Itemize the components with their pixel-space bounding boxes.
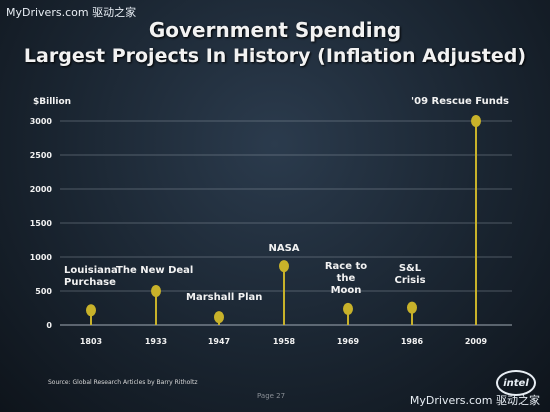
page-number: Page 27 <box>257 392 286 400</box>
data-label-1933: The New Deal <box>116 265 193 276</box>
x-tick-label-1803: 1803 <box>80 337 102 346</box>
data-label-line: Louisiana <box>64 265 118 276</box>
x-tick-label-1933: 1933 <box>145 337 167 346</box>
watermark-top: MyDrivers.com 驱动之家 <box>6 6 137 19</box>
y-tick-label-0: 0 <box>46 321 52 330</box>
data-point-2009 <box>471 115 481 127</box>
data-label-1958: NASA <box>268 243 299 254</box>
data-label-1986: S&L Crisis <box>394 263 425 286</box>
data-point-1958 <box>279 260 289 273</box>
data-label-line: Race to <box>325 261 367 272</box>
data-point-1947 <box>214 311 224 324</box>
x-tick-label-1969: 1969 <box>337 337 360 346</box>
y-axis-label: $Billion <box>33 97 71 107</box>
data-label-line: '09 Rescue Funds <box>411 96 509 107</box>
data-label-line: the <box>337 273 356 284</box>
watermark-bottom: MyDrivers.com 驱动之家 <box>409 394 540 407</box>
x-tick-label-2009: 2009 <box>465 337 488 346</box>
data-label-line: S&L <box>399 263 422 274</box>
data-label-line: Marshall Plan <box>186 292 262 303</box>
data-point-1803 <box>86 304 96 317</box>
y-tick-label-500: 500 <box>35 287 52 296</box>
data-label-1969: Race to the Moon <box>325 261 367 296</box>
data-label-line: Purchase <box>64 277 116 288</box>
data-point-1933 <box>151 285 161 297</box>
data-label-line: Moon <box>331 285 362 296</box>
data-label-2009: '09 Rescue Funds <box>411 96 509 107</box>
data-label-line: NASA <box>268 243 299 254</box>
data-label-1803: Louisiana Purchase <box>64 265 118 288</box>
y-tick-label-1000: 1000 <box>30 253 53 262</box>
x-tick-label-1986: 1986 <box>401 337 424 346</box>
chart-subtitle: Largest Projects In History (Inflation A… <box>23 45 527 67</box>
data-label-line: The New Deal <box>116 265 193 276</box>
source-note: Source: Global Research Articles by Barr… <box>48 379 198 386</box>
data-label-line: Crisis <box>394 275 425 286</box>
y-tick-label-1500: 1500 <box>30 219 53 228</box>
data-point-1969 <box>343 302 353 315</box>
y-tick-label-2500: 2500 <box>30 151 53 160</box>
intel-logo: intel <box>496 370 536 396</box>
y-tick-label-2000: 2000 <box>30 185 53 194</box>
x-tick-label-1947: 1947 <box>208 337 230 346</box>
data-point-1986 <box>407 301 417 314</box>
data-label-1947: Marshall Plan <box>186 292 262 303</box>
y-tick-label-3000: 3000 <box>30 117 53 126</box>
x-tick-label-1958: 1958 <box>273 337 296 346</box>
chart-title: Government Spending <box>148 18 402 42</box>
